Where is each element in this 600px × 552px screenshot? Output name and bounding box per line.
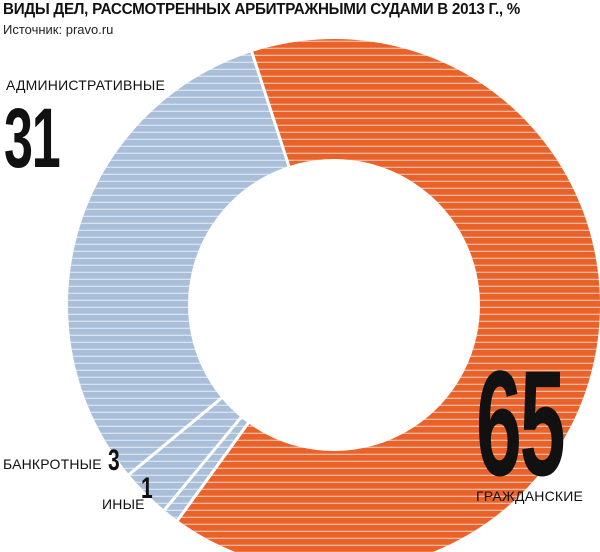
slice-civil-stripes xyxy=(177,39,600,552)
category-label-other: ИНЫЕ xyxy=(102,496,145,512)
category-label-civil: ГРАЖДАНСКИЕ xyxy=(476,488,584,504)
chart-source: Источник: pravo.ru xyxy=(3,22,114,37)
slice-administrative-stripes xyxy=(67,52,289,475)
category-label-bankrupt: БАНКРОТНЫЕ xyxy=(3,456,102,472)
slice-separator-3 xyxy=(127,396,224,477)
value-label-other: 1 xyxy=(141,472,153,505)
slice-other xyxy=(164,417,249,521)
slice-separator-2 xyxy=(162,415,243,512)
chart-title: ВИДЫ ДЕЛ, РАССМОТРЕННЫХ АРБИТРАЖНЫМИ СУД… xyxy=(3,1,521,18)
slice-administrative xyxy=(67,52,289,475)
category-label-administrative: АДМИНИСТРАТИВНЫЕ xyxy=(6,77,166,93)
slice-bankrupt xyxy=(129,398,241,510)
slice-separator-0 xyxy=(250,50,291,168)
donut-slices xyxy=(67,39,600,552)
slice-separator-1 xyxy=(175,421,250,522)
value-label-civil: 65 xyxy=(476,339,566,507)
slice-bankrupt-stripes xyxy=(129,398,241,510)
slice-civil xyxy=(177,39,600,552)
value-label-bankrupt: 3 xyxy=(108,444,120,477)
value-label-administrative: 31 xyxy=(4,91,61,185)
slice-other-stripes xyxy=(164,417,249,521)
